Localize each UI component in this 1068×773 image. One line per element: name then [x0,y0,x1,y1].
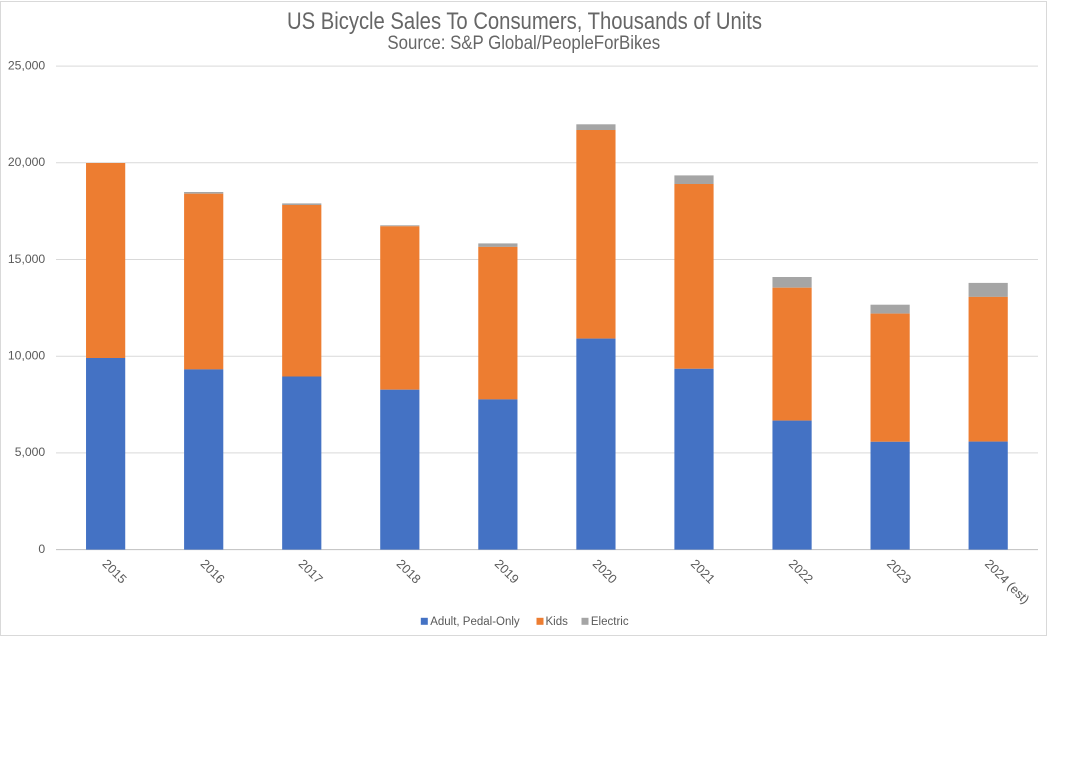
svg-text:15,000: 15,000 [8,252,45,266]
svg-text:25,000: 25,000 [8,58,45,72]
svg-text:US Bicycle Sales To Consumers,: US Bicycle Sales To Consumers, Thousands… [287,7,762,34]
svg-text:10,000: 10,000 [8,349,45,363]
svg-text:Kids: Kids [546,616,569,628]
svg-text:Electric: Electric [591,616,629,628]
svg-text:Adult, Pedal-Only: Adult, Pedal-Only [430,616,520,628]
svg-text:5,000: 5,000 [15,445,46,459]
svg-text:0: 0 [38,542,45,556]
svg-text:20,000: 20,000 [8,155,45,169]
svg-text:Source: S&P Global/PeopleForBi: Source: S&P Global/PeopleForBikes [387,32,660,53]
